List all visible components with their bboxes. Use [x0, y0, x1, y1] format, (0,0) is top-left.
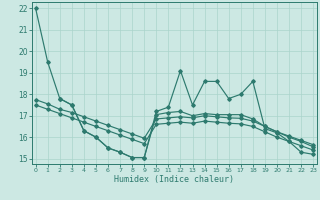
- X-axis label: Humidex (Indice chaleur): Humidex (Indice chaleur): [115, 175, 234, 184]
